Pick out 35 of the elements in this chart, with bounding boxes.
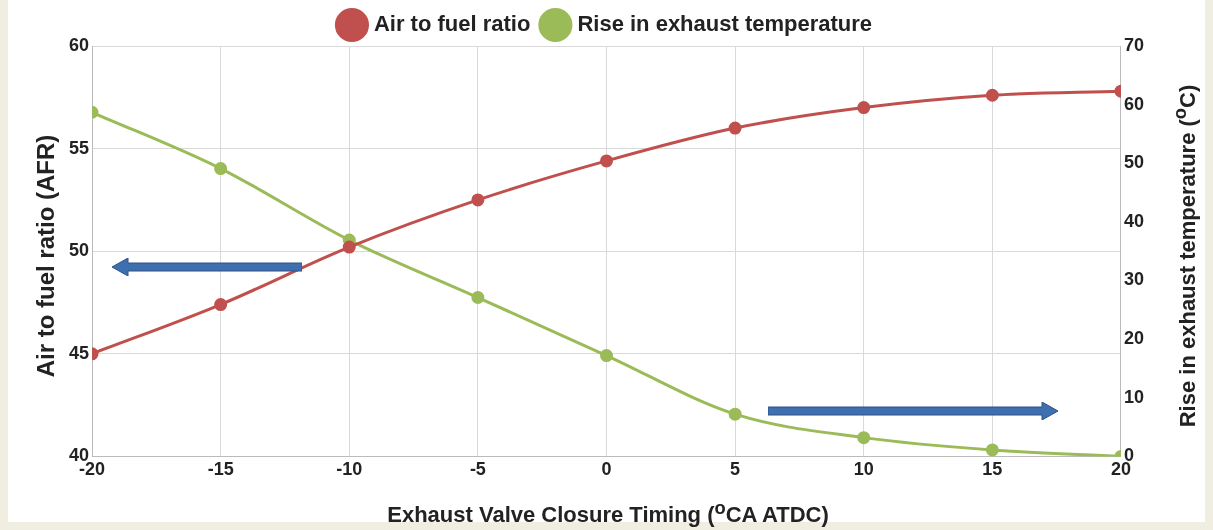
legend-label: Air to fuel ratio	[373, 11, 531, 37]
x-tick-label: -10	[336, 459, 363, 480]
point	[985, 443, 999, 457]
point	[600, 154, 613, 168]
x-tick-label: -15	[207, 459, 234, 480]
y-tick-label: 55	[68, 137, 90, 158]
point	[985, 88, 999, 102]
point	[728, 407, 742, 421]
x-tick-label: 15	[982, 459, 1003, 480]
y2-tick-label: 70	[1123, 34, 1145, 55]
y-axis-title: Air to fuel ratio (AFR)	[32, 134, 60, 378]
x-axis-title: Exhaust Valve Closure Timing ($^{o}$CA ATDC)	[387, 497, 829, 529]
x-tick-label: 0	[601, 459, 612, 480]
y2-tick-label: 40	[1123, 210, 1145, 231]
y2-tick-label: 20	[1123, 328, 1145, 349]
point	[342, 240, 356, 254]
x-tick-label: -5	[469, 459, 486, 480]
point	[857, 431, 871, 445]
y-tick-label: 60	[68, 34, 90, 55]
y-tick-label: 50	[68, 240, 90, 261]
x-tick-label: 10	[853, 459, 874, 480]
point	[471, 193, 485, 207]
y2-tick-label: 10	[1123, 386, 1145, 407]
point	[600, 349, 613, 363]
legend-label: Rise in exhaust temperature	[577, 11, 873, 37]
point	[471, 291, 485, 305]
y2-tick-label: 60	[1123, 93, 1145, 114]
point	[857, 101, 871, 115]
x-tick-label: 5	[730, 459, 741, 480]
y2-tick-label: 50	[1123, 152, 1145, 173]
point	[728, 121, 742, 135]
y-tick-label: 45	[68, 342, 90, 363]
point	[214, 298, 228, 312]
y2-tick-label: 30	[1123, 269, 1145, 290]
point	[214, 162, 228, 176]
